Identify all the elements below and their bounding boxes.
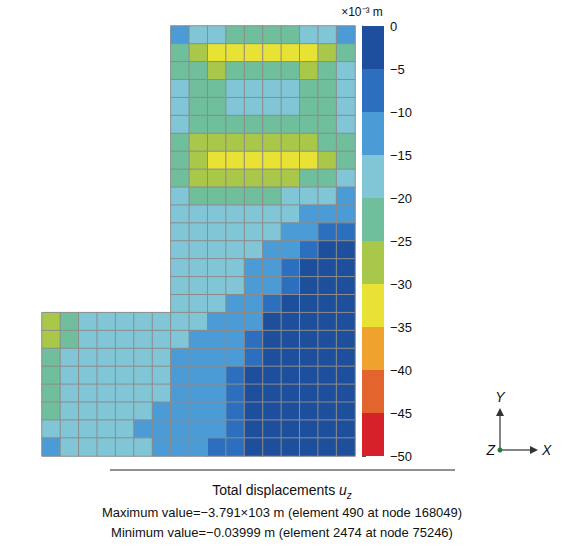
svg-text:Y: Y [495, 389, 506, 405]
svg-text:−15: −15 [390, 148, 412, 163]
svg-text:Z: Z [485, 442, 495, 458]
svg-text:−5: −5 [390, 62, 405, 77]
svg-text:Minimum value=−0.03999 m (elem: Minimum value=−0.03999 m (element 2474 a… [111, 525, 453, 540]
svg-text:−35: −35 [390, 320, 412, 335]
svg-text:−25: −25 [390, 234, 412, 249]
svg-text:X: X [541, 442, 552, 458]
svg-text:−40: −40 [390, 363, 412, 378]
svg-text:−50: −50 [390, 449, 412, 464]
svg-text:z: z [346, 490, 352, 501]
svg-text:Total displacements: Total displacements [212, 482, 339, 498]
svg-text:−10: −10 [390, 105, 412, 120]
svg-text:Maximum value=−3.791×103 m (el: Maximum value=−3.791×103 m (element 490 … [102, 505, 462, 520]
svg-text:−20: −20 [390, 191, 412, 206]
svg-text:u: u [339, 482, 347, 498]
svg-text:−30: −30 [390, 277, 412, 292]
svg-text:−45: −45 [390, 406, 412, 421]
svg-text:×10⁻³ m: ×10⁻³ m [341, 5, 383, 19]
svg-text:0: 0 [390, 19, 397, 34]
